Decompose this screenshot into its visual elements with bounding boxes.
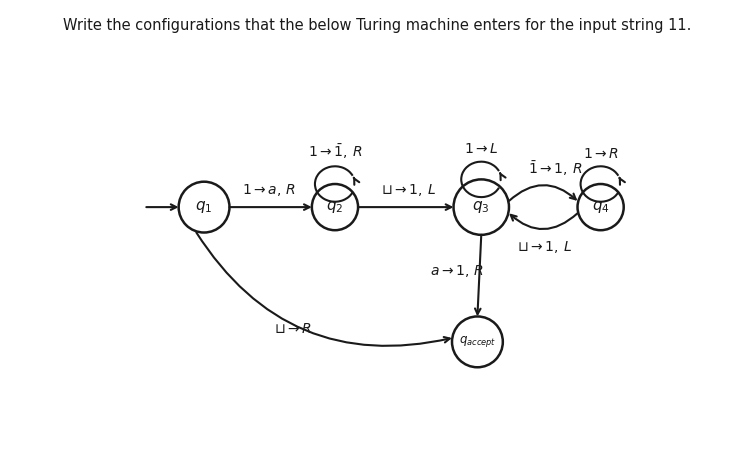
Text: $a \to 1,\, R$: $a \to 1,\, R$	[430, 263, 484, 279]
Text: $\sqcup \to 1,\, L$: $\sqcup \to 1,\, L$	[381, 182, 436, 198]
Text: $1 \to a,\, R$: $1 \to a,\, R$	[242, 182, 297, 198]
Text: $1 \to L$: $1 \to L$	[464, 142, 498, 156]
Text: $q_{accept}$: $q_{accept}$	[459, 335, 496, 349]
Text: $\bar{1} \to 1,\, R$: $\bar{1} \to 1,\, R$	[528, 159, 582, 178]
Text: $q_3$: $q_3$	[473, 199, 490, 215]
Text: $q_1$: $q_1$	[196, 199, 213, 215]
Text: $1 \to \bar{1},\, R$: $1 \to \bar{1},\, R$	[308, 142, 362, 161]
Text: Write the configurations that the below Turing machine enters for the input stri: Write the configurations that the below …	[63, 18, 692, 33]
Text: $\sqcup \to R$: $\sqcup \to R$	[273, 322, 312, 336]
Text: $q_2$: $q_2$	[326, 199, 344, 215]
Text: $1 \to R$: $1 \to R$	[583, 147, 618, 161]
Text: $\sqcup \to 1,\, L$: $\sqcup \to 1,\, L$	[517, 239, 572, 255]
Text: $q_4$: $q_4$	[592, 199, 609, 215]
